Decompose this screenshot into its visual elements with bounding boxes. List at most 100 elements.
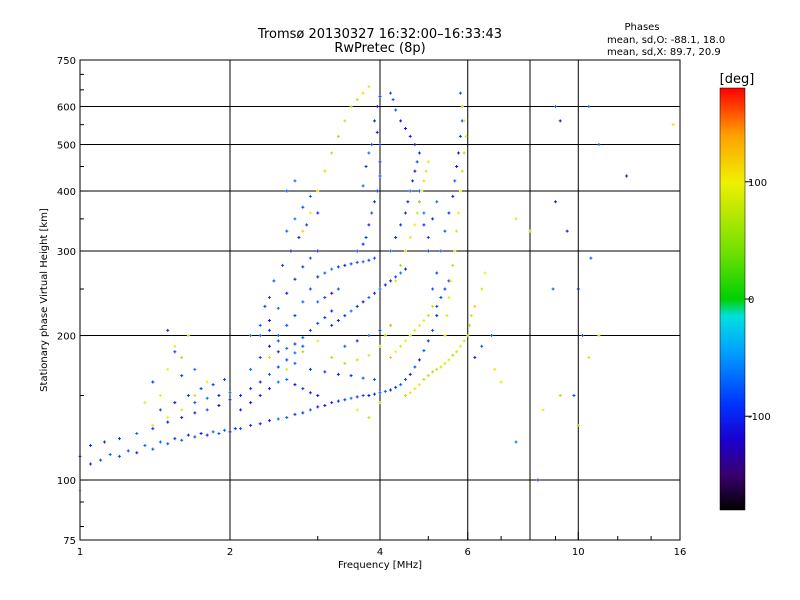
o-trace-point <box>267 387 271 391</box>
o-trace-point <box>211 383 215 387</box>
o-trace-point <box>258 323 262 327</box>
o-trace-point <box>394 236 398 240</box>
o-trace-point <box>239 427 243 431</box>
o-trace-point <box>267 419 271 423</box>
o-trace-point <box>301 300 305 304</box>
o-trace-point <box>378 160 382 164</box>
o-trace-point <box>285 189 289 193</box>
o-trace-point <box>336 318 340 322</box>
y-tick-label: 600 <box>57 103 76 114</box>
o-trace-point <box>285 415 289 419</box>
o-trace-point <box>411 179 415 183</box>
o-trace-point <box>378 391 382 395</box>
o-trace-point <box>431 287 435 291</box>
o-trace-point <box>249 423 253 427</box>
x-trace-point <box>378 344 382 348</box>
x-trace-point <box>558 394 562 398</box>
x-trace-point <box>285 367 289 371</box>
o-trace-point <box>166 420 170 424</box>
o-trace-point <box>316 300 320 304</box>
y-tick-label: 100 <box>57 476 76 487</box>
x-trace-point <box>417 200 421 204</box>
x-trace-point <box>417 383 421 387</box>
x-trace-point <box>528 229 532 233</box>
o-trace-point <box>308 256 312 260</box>
x-trace-point <box>330 355 334 359</box>
colorbar <box>719 87 746 511</box>
x-trace-point <box>378 401 382 405</box>
o-trace-point <box>193 367 197 371</box>
o-trace-point <box>389 279 393 283</box>
o-trace-point <box>394 108 398 112</box>
o-trace-point <box>205 433 209 437</box>
o-trace-point <box>293 314 297 318</box>
o-trace-point <box>258 380 262 384</box>
o-trace-point <box>422 349 426 353</box>
o-trace-point <box>408 189 412 193</box>
o-trace-point <box>435 200 439 204</box>
o-trace-point <box>285 229 289 233</box>
x-tick-label: 1 <box>77 547 83 558</box>
o-trace-point <box>367 258 371 262</box>
x-trace-point <box>468 323 472 327</box>
x-trace-point <box>458 344 462 348</box>
o-trace-point <box>514 440 518 444</box>
o-trace-point <box>349 309 353 313</box>
o-trace-point <box>378 94 382 98</box>
x-trace-point <box>483 271 487 275</box>
o-trace-point <box>151 447 155 451</box>
o-trace-point <box>370 143 374 147</box>
o-trace-point <box>151 380 155 384</box>
o-trace-point <box>103 440 107 444</box>
x-trace-point <box>408 334 412 338</box>
o-trace-point <box>383 389 387 393</box>
o-trace-point <box>426 339 430 343</box>
x-trace-point <box>422 179 426 183</box>
o-trace-point <box>323 296 327 300</box>
phase-stats-o: mean, sd,O: -88.1, 18.0 <box>607 35 725 46</box>
x-trace-point <box>457 211 461 215</box>
x-trace-point <box>330 151 334 155</box>
x-trace-point <box>439 365 443 369</box>
o-trace-point <box>373 256 377 260</box>
o-trace-point <box>249 367 253 371</box>
o-trace-point <box>151 427 155 431</box>
o-trace-point <box>180 415 184 419</box>
o-trace-point <box>276 350 280 354</box>
x-trace-point <box>343 119 347 123</box>
o-trace-point <box>394 385 398 389</box>
o-trace-point <box>343 398 347 402</box>
x-trace-point <box>415 211 419 215</box>
o-trace-point <box>301 205 305 209</box>
o-trace-point <box>233 427 237 431</box>
x-trace-point <box>343 361 347 365</box>
o-trace-point <box>367 296 371 300</box>
x-trace-point <box>449 279 453 283</box>
x-trace-point <box>473 304 477 308</box>
o-trace-point <box>173 401 177 405</box>
x-trace-point <box>455 350 459 354</box>
o-trace-point <box>258 355 262 359</box>
o-trace-point <box>355 395 359 399</box>
x-trace-point <box>308 211 312 215</box>
x-trace-point <box>403 249 407 253</box>
o-trace-point <box>263 304 267 308</box>
o-trace-point <box>361 184 365 188</box>
x-trace-point <box>399 344 403 348</box>
x-trace-point <box>424 169 428 173</box>
o-trace-point <box>308 328 312 332</box>
o-trace-point <box>375 105 379 109</box>
o-trace-point <box>285 377 289 381</box>
chart-title: Tromsø 20130327 16:32:00–16:33:43 <box>257 27 502 42</box>
o-trace-point <box>276 334 280 338</box>
x-trace-point <box>499 380 503 384</box>
x-axis-ticks: 1 2 4 6 10 16 <box>77 532 686 558</box>
colorbar-tick-label: 0 <box>748 295 754 306</box>
o-trace-point <box>336 399 340 403</box>
o-trace-point <box>285 323 289 327</box>
o-trace-point <box>343 314 347 318</box>
o-trace-point <box>308 287 312 291</box>
o-trace-point <box>355 260 359 264</box>
o-trace-point <box>378 174 382 178</box>
o-trace-point <box>267 328 271 332</box>
